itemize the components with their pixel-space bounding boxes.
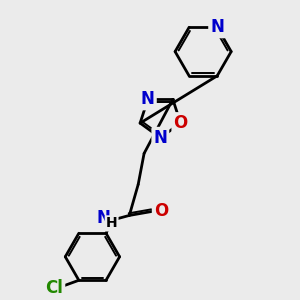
Text: Cl: Cl xyxy=(45,279,63,297)
Text: N: N xyxy=(153,129,167,147)
Text: O: O xyxy=(173,114,188,132)
Text: N: N xyxy=(210,18,224,36)
Text: H: H xyxy=(106,216,117,230)
Text: N: N xyxy=(141,90,155,108)
Text: O: O xyxy=(154,202,168,220)
Text: N: N xyxy=(97,209,111,227)
